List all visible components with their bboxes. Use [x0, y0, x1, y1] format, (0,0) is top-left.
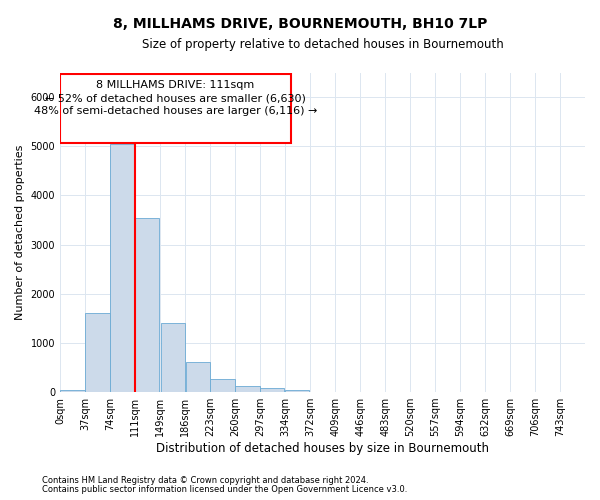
Text: 8, MILLHAMS DRIVE, BOURNEMOUTH, BH10 7LP: 8, MILLHAMS DRIVE, BOURNEMOUTH, BH10 7LP — [113, 18, 487, 32]
Bar — [161, 324, 185, 392]
X-axis label: Distribution of detached houses by size in Bournemouth: Distribution of detached houses by size … — [156, 442, 489, 455]
Bar — [135, 218, 160, 392]
Text: ← 52% of detached houses are smaller (6,630): ← 52% of detached houses are smaller (6,… — [45, 94, 306, 104]
Bar — [211, 379, 235, 392]
Text: Contains public sector information licensed under the Open Government Licence v3: Contains public sector information licen… — [42, 485, 407, 494]
Bar — [110, 144, 134, 392]
Bar — [235, 386, 260, 392]
Bar — [185, 362, 210, 392]
Y-axis label: Number of detached properties: Number of detached properties — [15, 144, 25, 320]
Bar — [61, 390, 85, 392]
Bar — [60, 74, 291, 143]
Title: Size of property relative to detached houses in Bournemouth: Size of property relative to detached ho… — [142, 38, 503, 51]
Text: 8 MILLHAMS DRIVE: 111sqm: 8 MILLHAMS DRIVE: 111sqm — [97, 80, 254, 90]
Text: Contains HM Land Registry data © Crown copyright and database right 2024.: Contains HM Land Registry data © Crown c… — [42, 476, 368, 485]
Bar — [85, 314, 110, 392]
Bar — [285, 390, 310, 392]
Text: 48% of semi-detached houses are larger (6,116) →: 48% of semi-detached houses are larger (… — [34, 106, 317, 116]
Bar — [260, 388, 284, 392]
